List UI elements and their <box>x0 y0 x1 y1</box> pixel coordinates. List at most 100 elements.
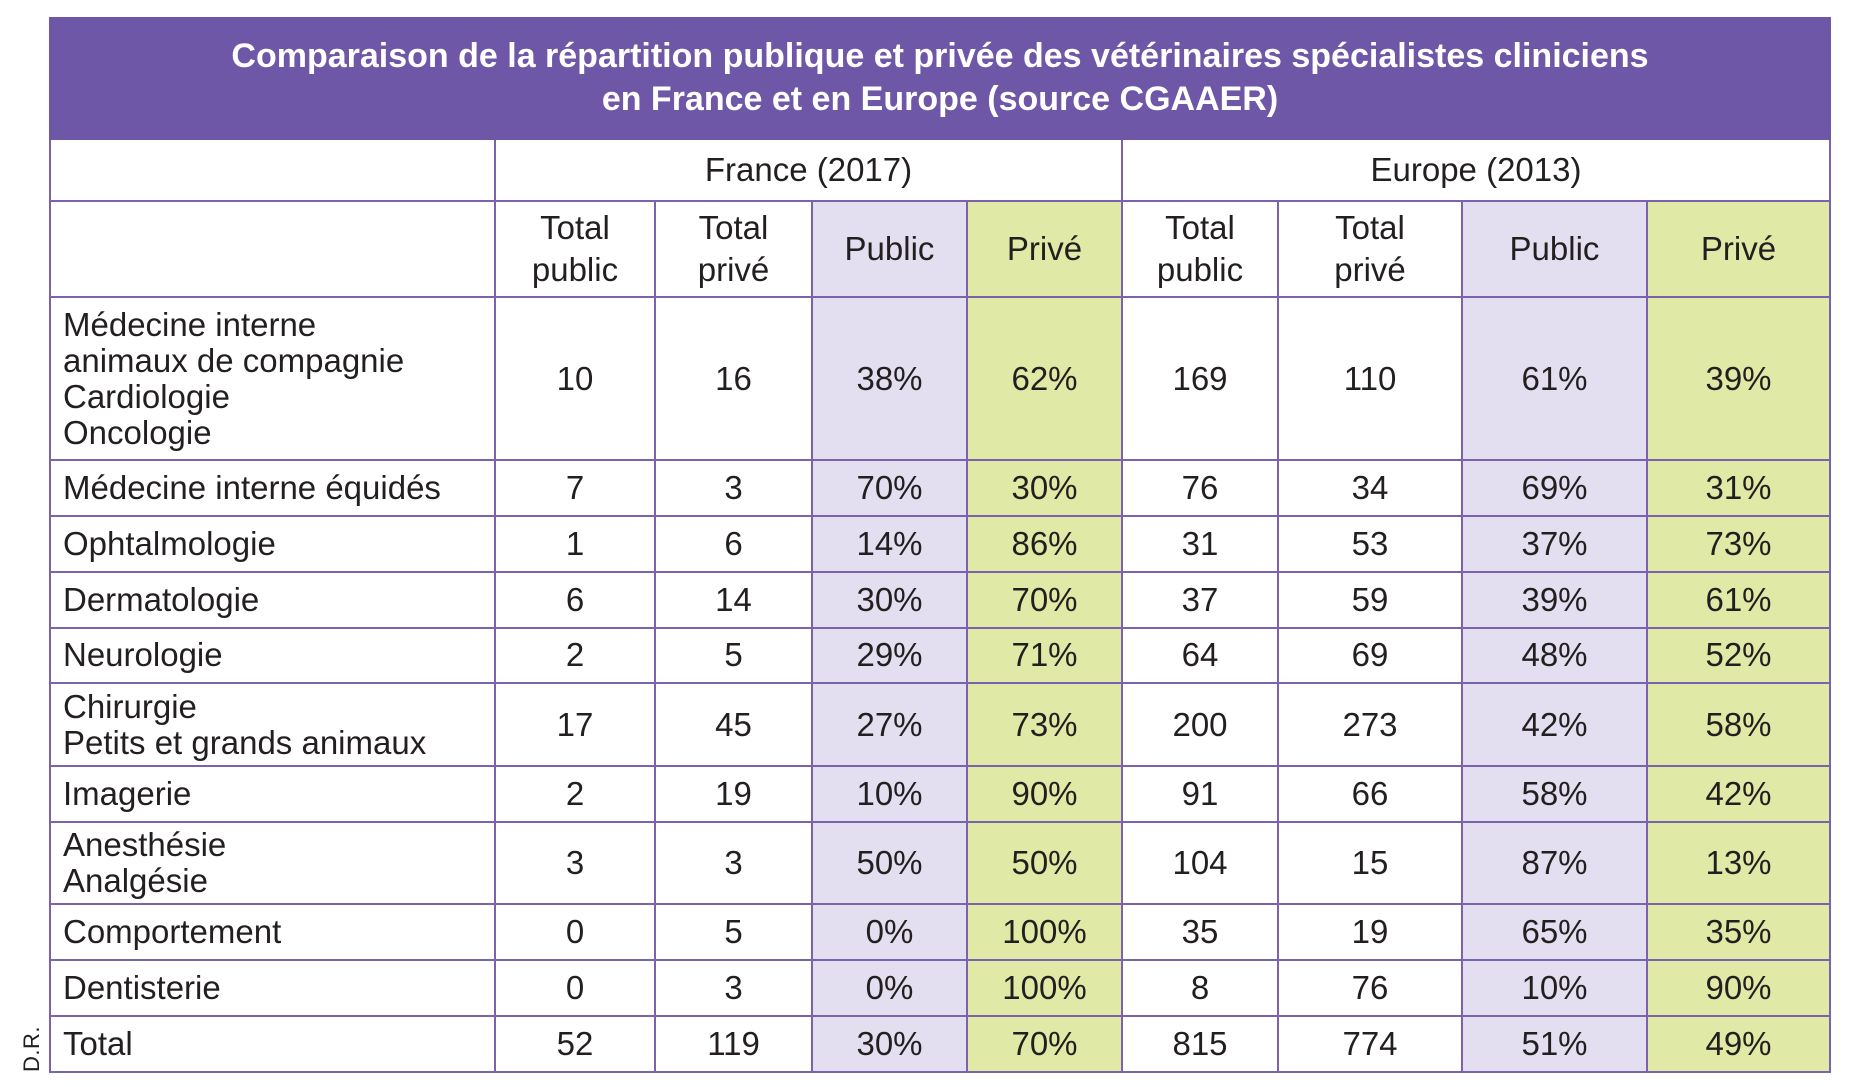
table-cell: 35% <box>1646 903 1831 962</box>
column-header: Total public <box>494 200 656 299</box>
column-header: Public <box>1461 200 1648 299</box>
table-cell: 815 <box>1121 1015 1279 1073</box>
table-cell: 169 <box>1121 296 1279 462</box>
table-cell: 1 <box>494 514 656 573</box>
table-cell: 8 <box>1121 959 1279 1018</box>
table-cell: 64 <box>1121 626 1279 685</box>
table-row: Imagerie 2 19 10% 90% 91 66 58% 42% <box>49 764 1831 823</box>
table-cell: 73% <box>1646 514 1831 573</box>
table-cell: 52% <box>1646 626 1831 685</box>
table-cell: 61% <box>1646 570 1831 629</box>
empty-corner-cell <box>49 137 496 203</box>
table-cell: 66 <box>1277 764 1463 823</box>
table-cell: 76 <box>1277 959 1463 1018</box>
table-cell: 91 <box>1121 764 1279 823</box>
table-cell: 0 <box>494 959 656 1018</box>
row-label: Total <box>49 1015 496 1073</box>
row-label-line: Anesthésie <box>63 826 227 864</box>
table-cell: 37% <box>1461 514 1648 573</box>
table-cell: 14 <box>654 570 813 629</box>
table-cell: 35 <box>1121 903 1279 962</box>
column-header-line: public <box>1156 251 1244 289</box>
table-cell: 15 <box>1277 820 1463 906</box>
table-cell: 71% <box>966 626 1123 685</box>
table-cell: 39% <box>1646 296 1831 462</box>
table-cell: 3 <box>494 820 656 906</box>
column-header-line: privé <box>1334 251 1406 289</box>
table-cell: 42% <box>1461 682 1648 767</box>
table-cell: 34 <box>1277 459 1463 517</box>
group-header-row: France (2017) Europe (2013) <box>49 137 1831 203</box>
row-label: Dermatologie <box>49 570 496 629</box>
table-title: Comparaison de la répartition publique e… <box>49 17 1831 140</box>
table-cell: 13% <box>1646 820 1831 906</box>
row-label-line: Petits et grands animaux <box>63 723 427 761</box>
table-cell: 10 <box>494 296 656 462</box>
table-cell: 17 <box>494 682 656 767</box>
table-cell: 100% <box>966 903 1123 962</box>
group-header-france: France (2017) <box>494 137 1123 203</box>
row-label: Anesthésie Analgésie <box>49 820 496 906</box>
row-label-line: Neurologie <box>63 636 223 674</box>
table-cell: 19 <box>654 764 813 823</box>
table-cell: 0 <box>494 903 656 962</box>
row-label-line: Dermatologie <box>63 580 260 618</box>
table-row: Dentisterie 0 3 0% 100% 8 76 10% 90% <box>49 959 1831 1018</box>
table-cell: 58% <box>1646 682 1831 767</box>
column-header-line: Total <box>1335 209 1405 247</box>
table-title-line-1: Comparaison de la répartition publique e… <box>231 37 1649 76</box>
table-cell: 0% <box>811 903 968 962</box>
table-cell: 30% <box>966 459 1123 517</box>
table-row: Total 52 119 30% 70% 815 774 51% 49% <box>49 1015 1831 1073</box>
table-cell: 58% <box>1461 764 1648 823</box>
column-header: Public <box>811 200 968 299</box>
table-cell: 3 <box>654 959 813 1018</box>
row-label: Médecine interne équidés <box>49 459 496 517</box>
table-cell: 10% <box>811 764 968 823</box>
row-label: Dentisterie <box>49 959 496 1018</box>
table-cell: 70% <box>966 1015 1123 1073</box>
empty-label-header-cell <box>49 200 496 299</box>
table-cell: 3 <box>654 820 813 906</box>
column-header-line: privé <box>697 251 770 289</box>
table-cell: 53 <box>1277 514 1463 573</box>
column-header-line: Total <box>1165 209 1235 247</box>
row-label-line: Cardiologie <box>63 377 230 415</box>
table-cell: 42% <box>1646 764 1831 823</box>
row-label-line: Médecine interne équidés <box>63 469 441 507</box>
table-cell: 119 <box>654 1015 813 1073</box>
table-cell: 51% <box>1461 1015 1648 1073</box>
table-cell: 39% <box>1461 570 1648 629</box>
table-cell: 100% <box>966 959 1123 1018</box>
table-cell: 29% <box>811 626 968 685</box>
column-header-line: public <box>531 251 619 289</box>
column-header-line: Public <box>844 230 935 268</box>
table-row: Chirurgie Petits et grands animaux 17 45 27%… <box>49 682 1831 767</box>
table-title-line-2: en France et en Europe (source CGAAER) <box>601 80 1279 119</box>
table-cell: 65% <box>1461 903 1648 962</box>
row-label-line: animaux de compagnie <box>63 341 405 379</box>
table-row: Médecine interne équidés 7 3 70% 30% 76 34 69% 3… <box>49 459 1831 517</box>
group-header-europe: Europe (2013) <box>1121 137 1831 203</box>
table-cell: 774 <box>1277 1015 1463 1073</box>
table-cell: 70% <box>811 459 968 517</box>
table-cell: 90% <box>966 764 1123 823</box>
row-label-line: Médecine interne <box>63 305 317 343</box>
table-cell: 19 <box>1277 903 1463 962</box>
table-cell: 30% <box>811 570 968 629</box>
row-label-line: Total <box>63 1025 133 1062</box>
row-label-line: Analgésie <box>63 862 208 900</box>
table-cell: 45 <box>654 682 813 767</box>
table-cell: 10% <box>1461 959 1648 1018</box>
table-cell: 86% <box>966 514 1123 573</box>
row-label-line: Chirurgie <box>63 687 197 725</box>
table-cell: 70% <box>966 570 1123 629</box>
table-cell: 48% <box>1461 626 1648 685</box>
table-cell: 90% <box>1646 959 1831 1018</box>
table-cell: 62% <box>966 296 1123 462</box>
column-header: Total public <box>1121 200 1279 299</box>
table-row: Ophtalmologie 1 6 14% 86% 31 53 37% 73% <box>49 514 1831 573</box>
column-header-line: Public <box>1509 230 1600 268</box>
table-cell: 6 <box>494 570 656 629</box>
row-label: Chirurgie Petits et grands animaux <box>49 682 496 767</box>
